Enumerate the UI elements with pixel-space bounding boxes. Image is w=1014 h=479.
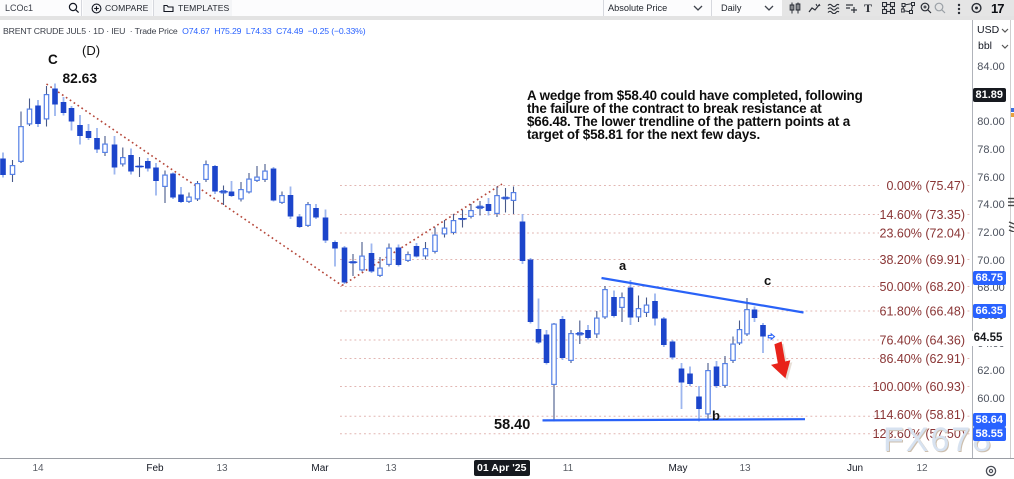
- svg-text:38.20% (69.91): 38.20% (69.91): [880, 253, 965, 267]
- svg-text:23.60% (72.04): 23.60% (72.04): [880, 226, 965, 240]
- svg-text:86.40% (62.91): 86.40% (62.91): [880, 352, 965, 366]
- svg-text:123.60% (57.50): 123.60% (57.50): [873, 427, 965, 441]
- svg-text:14.60% (73.35): 14.60% (73.35): [880, 208, 965, 222]
- svg-text:100.00% (60.93): 100.00% (60.93): [873, 380, 965, 394]
- svg-text:0.00% (75.47): 0.00% (75.47): [886, 179, 965, 193]
- svg-text:76.40% (64.36): 76.40% (64.36): [880, 333, 965, 347]
- svg-text:114.60% (58.81): 114.60% (58.81): [874, 408, 966, 422]
- svg-text:50.00% (68.20): 50.00% (68.20): [880, 280, 965, 294]
- svg-text:61.80% (66.48): 61.80% (66.48): [880, 304, 965, 318]
